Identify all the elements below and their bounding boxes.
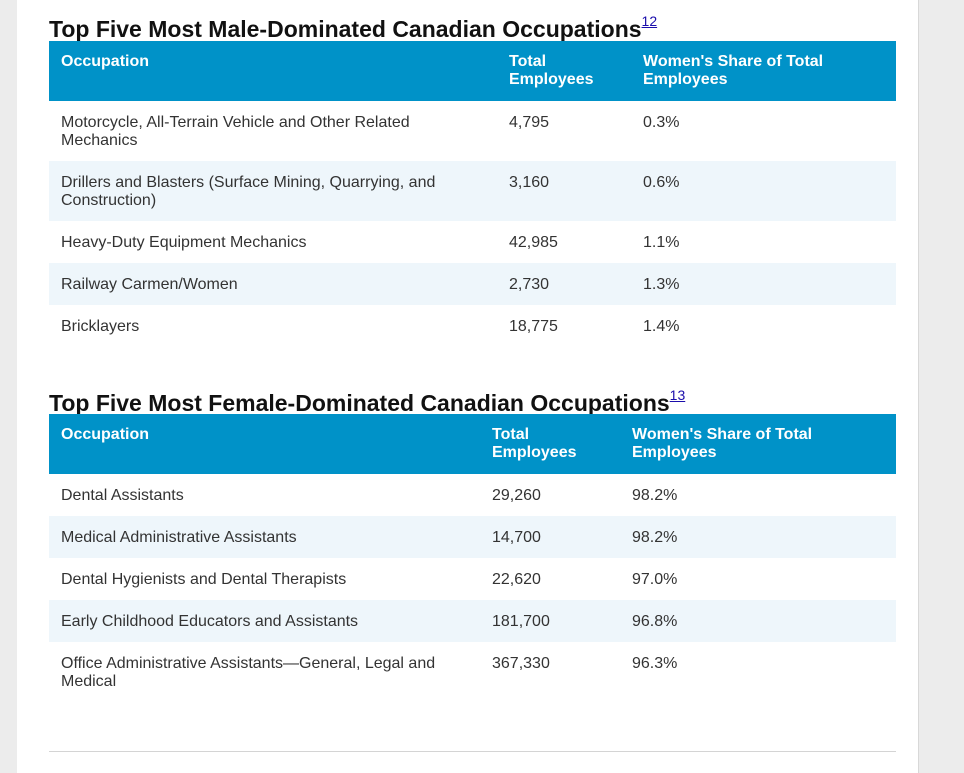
womens-share-cell: 96.8%	[632, 613, 678, 630]
total-employees-cell: 22,620	[492, 571, 541, 588]
table-row: Railway Carmen/Women 2,730 1.3%	[49, 263, 896, 305]
womens-share-cell: 1.4%	[643, 318, 680, 335]
womens-share-cell: 98.2%	[632, 529, 678, 546]
female-footnote-sup: 13	[670, 387, 686, 403]
total-employees-cell: 29,260	[492, 487, 541, 504]
column-header-womens-share: Women's Share of Total Employees	[632, 426, 813, 461]
womens-share-cell: 98.2%	[632, 487, 678, 504]
occupation-cell: Medical Administrative Assistants	[61, 529, 297, 546]
womens-share-cell: 0.3%	[643, 114, 680, 131]
occupation-cell: Drillers and Blasters (Surface Mining, Q…	[61, 174, 436, 209]
male-footnote-link[interactable]: 12	[641, 13, 658, 29]
column-header-total-employees: Total Employees	[509, 53, 594, 88]
table-row: Drillers and Blasters (Surface Mining, Q…	[49, 161, 896, 221]
occupation-cell: Dental Hygienists and Dental Therapists	[61, 571, 347, 588]
column-header-total-employees: Total Employees	[492, 426, 577, 461]
total-employees-cell: 42,985	[509, 234, 558, 251]
female-footnote-link[interactable]: 13	[669, 387, 686, 403]
occupation-cell: Heavy-Duty Equipment Mechanics	[61, 234, 307, 251]
female-section-title-text: Top Five Most Female-Dominated Canadian …	[49, 390, 670, 416]
occupation-cell: Motorcycle, All-Terrain Vehicle and Othe…	[61, 114, 410, 149]
occupation-cell: Bricklayers	[61, 318, 140, 335]
womens-share-cell: 96.3%	[632, 655, 678, 672]
male-section-title-text: Top Five Most Male-Dominated Canadian Oc…	[49, 16, 642, 42]
content-page: Top Five Most Male-Dominated Canadian Oc…	[17, 0, 919, 773]
female-section-title: Top Five Most Female-Dominated Canadian …	[49, 387, 686, 416]
table-row: Dental Assistants 29,260 98.2%	[49, 474, 896, 516]
table-row: Office Administrative Assistants—General…	[49, 642, 896, 702]
table-row: Medical Administrative Assistants 14,700…	[49, 516, 896, 558]
male-occupations-table: Occupation Total Employees Women's Share…	[49, 41, 896, 347]
womens-share-cell: 97.0%	[632, 571, 678, 588]
table-header-row: Occupation Total Employees Women's Share…	[49, 41, 896, 101]
table-row: Dental Hygienists and Dental Therapists …	[49, 558, 896, 600]
total-employees-cell: 367,330	[492, 655, 550, 672]
total-employees-cell: 3,160	[509, 174, 550, 191]
occupation-cell: Office Administrative Assistants—General…	[61, 655, 436, 690]
column-header-occupation: Occupation	[61, 426, 150, 443]
total-employees-cell: 4,795	[509, 114, 550, 131]
section-divider	[49, 751, 896, 752]
table-row: Early Childhood Educators and Assistants…	[49, 600, 896, 642]
male-section-title: Top Five Most Male-Dominated Canadian Oc…	[49, 13, 658, 42]
table-row: Bricklayers 18,775 1.4%	[49, 305, 896, 347]
column-header-womens-share: Women's Share of Total Employees	[643, 53, 824, 88]
occupation-cell: Railway Carmen/Women	[61, 276, 238, 293]
total-employees-cell: 14,700	[492, 529, 541, 546]
column-header-occupation: Occupation	[61, 53, 150, 70]
table-header-row: Occupation Total Employees Women's Share…	[49, 414, 896, 474]
total-employees-cell: 18,775	[509, 318, 558, 335]
table-row: Motorcycle, All-Terrain Vehicle and Othe…	[49, 101, 896, 161]
occupation-cell: Early Childhood Educators and Assistants	[61, 613, 359, 630]
womens-share-cell: 1.3%	[643, 276, 680, 293]
table-row: Heavy-Duty Equipment Mechanics 42,985 1.…	[49, 221, 896, 263]
total-employees-cell: 2,730	[509, 276, 550, 293]
female-occupations-table: Occupation Total Employees Women's Share…	[49, 414, 896, 702]
womens-share-cell: 1.1%	[643, 234, 680, 251]
male-footnote-sup: 12	[642, 13, 658, 29]
womens-share-cell: 0.6%	[643, 174, 680, 191]
total-employees-cell: 181,700	[492, 613, 550, 630]
occupation-cell: Dental Assistants	[61, 487, 184, 504]
